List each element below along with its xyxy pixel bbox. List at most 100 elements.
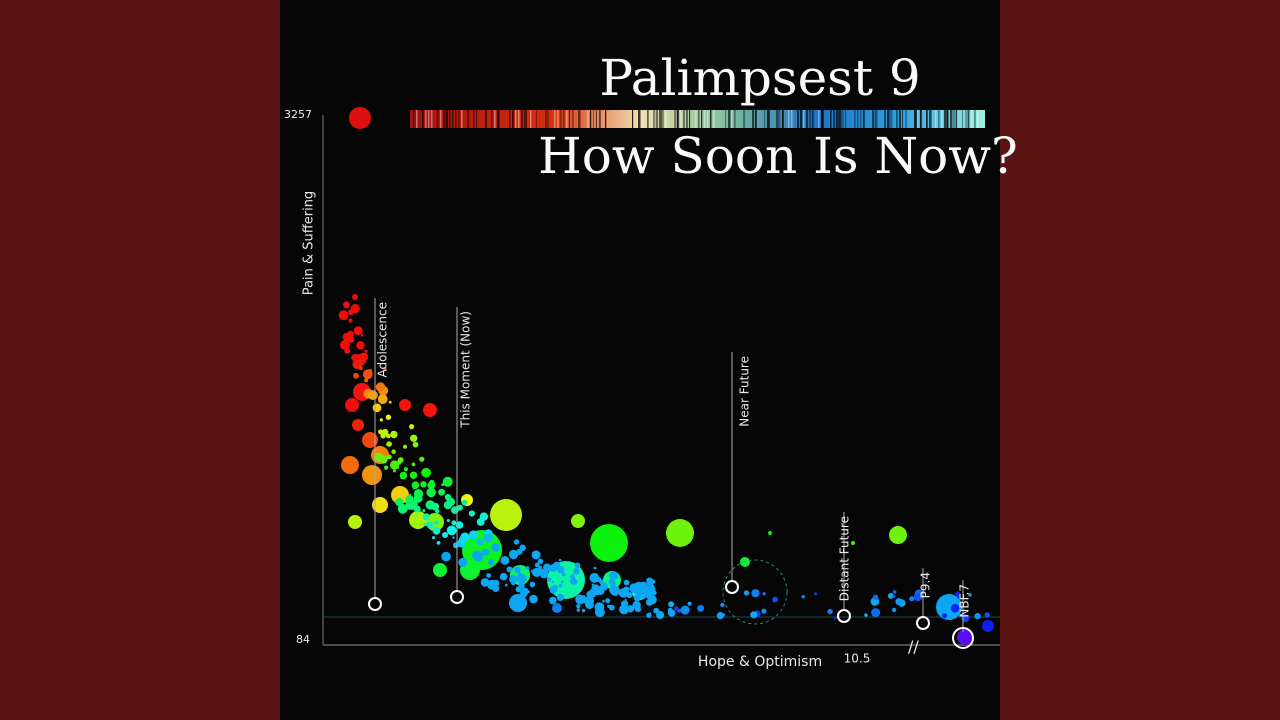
bubble bbox=[347, 336, 355, 343]
bubble bbox=[409, 471, 418, 479]
bubble bbox=[552, 585, 558, 591]
stripe bbox=[833, 110, 836, 128]
stripe bbox=[821, 110, 824, 128]
bubble bbox=[509, 594, 527, 612]
bubble bbox=[674, 606, 679, 611]
marker-label: Distant Future bbox=[838, 516, 852, 601]
bubble bbox=[646, 577, 653, 584]
bubble bbox=[472, 550, 483, 561]
bubble bbox=[913, 592, 923, 602]
stripe bbox=[968, 110, 970, 128]
bubble bbox=[492, 585, 500, 592]
bubble bbox=[435, 508, 440, 514]
bubble bbox=[556, 593, 564, 602]
stripe bbox=[701, 110, 703, 128]
stripe bbox=[425, 110, 427, 128]
marker-ring bbox=[368, 597, 382, 611]
stripe bbox=[572, 110, 574, 128]
bubble bbox=[514, 566, 521, 574]
bubble bbox=[409, 511, 427, 529]
bubble bbox=[529, 581, 536, 588]
bubble bbox=[452, 542, 460, 549]
stripe bbox=[956, 110, 958, 128]
bubble bbox=[458, 557, 468, 567]
stripe bbox=[953, 110, 956, 128]
stripe bbox=[905, 110, 908, 128]
stripe bbox=[752, 110, 755, 128]
bubble bbox=[483, 533, 493, 543]
stripe bbox=[890, 110, 893, 128]
stripe bbox=[515, 110, 517, 128]
stripe bbox=[590, 110, 592, 128]
stripe bbox=[653, 110, 656, 128]
stripe bbox=[710, 110, 712, 128]
stripe bbox=[578, 110, 581, 128]
bubble bbox=[351, 353, 359, 362]
x-axis-label: Hope & Optimism bbox=[698, 654, 822, 670]
bubble bbox=[442, 476, 453, 487]
bubble bbox=[421, 467, 431, 478]
stripe bbox=[680, 110, 682, 128]
stripe bbox=[605, 110, 607, 128]
bubble bbox=[571, 514, 585, 528]
bubble bbox=[412, 441, 419, 448]
stripe bbox=[863, 110, 865, 128]
stripe bbox=[497, 110, 500, 128]
stripe bbox=[926, 110, 928, 128]
stripe bbox=[776, 110, 779, 128]
bubble bbox=[384, 465, 389, 470]
bubble bbox=[390, 460, 400, 470]
stripe bbox=[548, 110, 550, 128]
stripe bbox=[596, 110, 598, 128]
stripe bbox=[974, 110, 976, 128]
bubble bbox=[827, 608, 833, 615]
bubble bbox=[957, 629, 973, 645]
bubble bbox=[761, 608, 767, 614]
x-tick-label: 10.5 bbox=[844, 652, 871, 666]
bubble bbox=[406, 502, 414, 510]
bubble bbox=[974, 612, 981, 620]
stripe bbox=[944, 110, 947, 128]
stripe bbox=[977, 110, 979, 128]
bubble bbox=[888, 593, 894, 599]
bubble bbox=[340, 340, 350, 350]
bubble bbox=[633, 594, 641, 602]
bubble bbox=[982, 620, 994, 632]
bubble bbox=[668, 601, 674, 608]
bubble bbox=[851, 541, 855, 545]
bubble bbox=[345, 398, 359, 412]
bubble bbox=[409, 424, 415, 430]
marker-ring bbox=[725, 580, 739, 594]
bubble bbox=[411, 462, 416, 467]
bubble bbox=[639, 581, 648, 591]
stripe bbox=[656, 110, 659, 128]
stripe bbox=[512, 110, 514, 128]
bubble bbox=[585, 595, 594, 604]
bubble bbox=[743, 590, 750, 596]
bubble bbox=[461, 499, 468, 506]
spectrum-stripes bbox=[413, 110, 979, 128]
bubble bbox=[443, 501, 452, 510]
bubble bbox=[343, 301, 350, 309]
stripe bbox=[791, 110, 793, 128]
spectrum-bar bbox=[410, 110, 985, 128]
bubble bbox=[558, 583, 563, 588]
stripe bbox=[914, 110, 917, 128]
stripe bbox=[899, 110, 901, 128]
bubble bbox=[451, 520, 457, 526]
stripe bbox=[938, 110, 940, 128]
bubble bbox=[362, 369, 373, 380]
stripe bbox=[509, 110, 511, 128]
bubble bbox=[388, 400, 392, 404]
stripe bbox=[545, 110, 548, 128]
stripe bbox=[728, 110, 731, 128]
stripe bbox=[485, 110, 487, 128]
bubble bbox=[353, 326, 363, 335]
stripe bbox=[803, 110, 805, 128]
bubble bbox=[573, 568, 580, 575]
stripe bbox=[521, 110, 524, 128]
bubble bbox=[444, 493, 452, 501]
bubble bbox=[358, 366, 363, 370]
stripe bbox=[920, 110, 922, 128]
stripe bbox=[845, 110, 847, 128]
